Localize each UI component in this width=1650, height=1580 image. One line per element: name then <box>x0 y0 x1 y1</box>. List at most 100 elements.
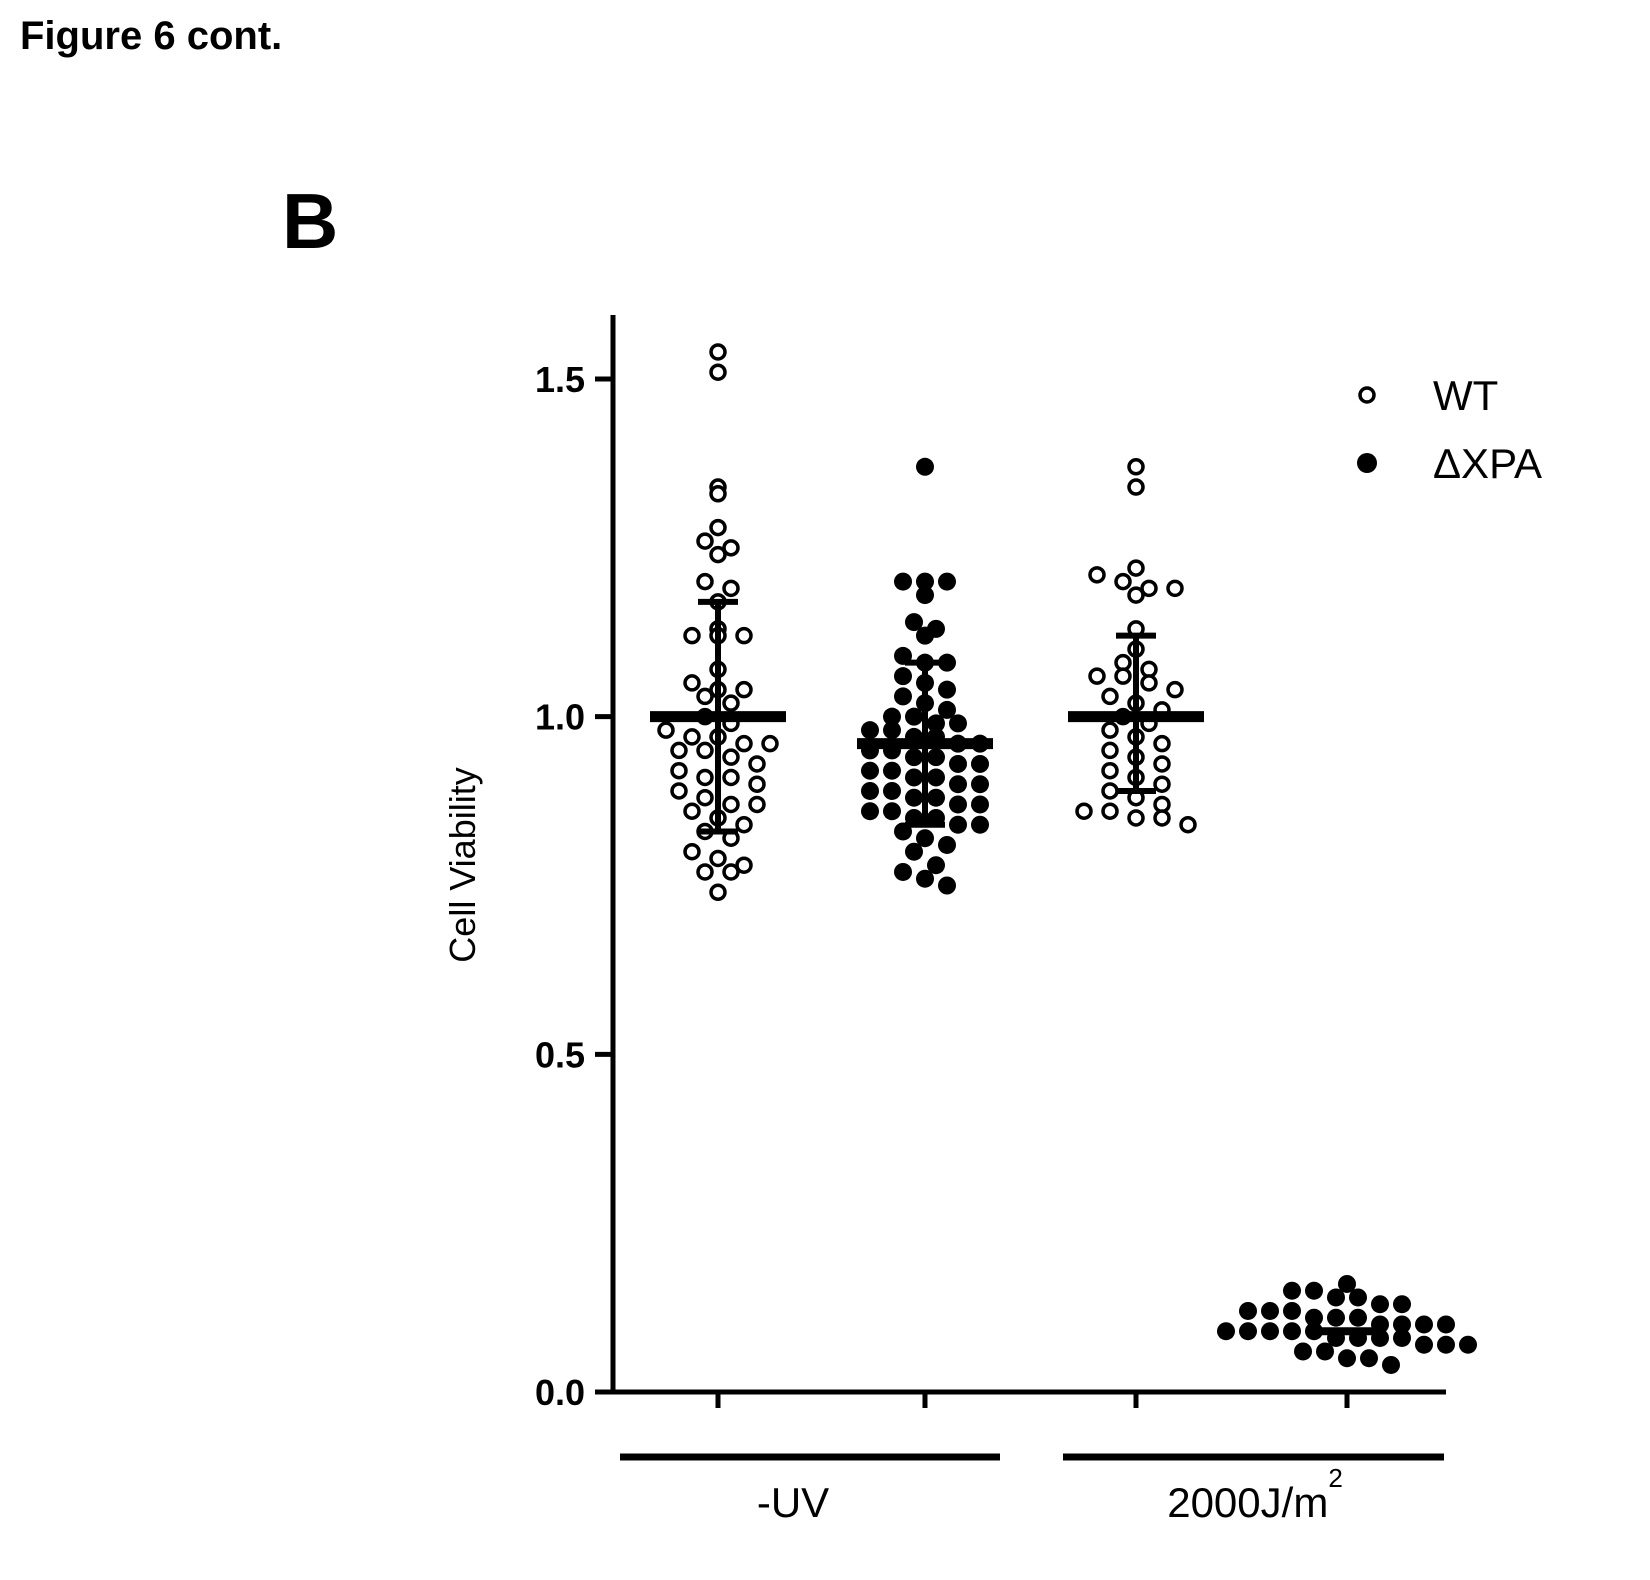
dxpa-point <box>905 789 923 807</box>
wt-point <box>1116 575 1130 589</box>
wt-point <box>685 676 699 690</box>
dxpa-point <box>938 573 956 591</box>
dxpa-point <box>1239 1322 1257 1340</box>
wt-point <box>1129 480 1143 494</box>
dxpa-point <box>1459 1336 1477 1354</box>
wt-point <box>724 750 738 764</box>
dxpa-point <box>938 836 956 854</box>
dxpa-point <box>861 762 879 780</box>
dxpa-point <box>927 748 945 766</box>
dxpa-point <box>971 755 989 773</box>
mean-sd-bars <box>650 602 1379 1331</box>
dxpa-point <box>949 714 967 732</box>
wt-point <box>711 521 725 535</box>
wt-point <box>1103 764 1117 778</box>
dxpa-point <box>1239 1302 1257 1320</box>
dxpa-point <box>1316 1342 1334 1360</box>
wt-point <box>1142 676 1156 690</box>
dxpa-point <box>1283 1282 1301 1300</box>
wt-point <box>685 629 699 643</box>
wt-point <box>1103 804 1117 818</box>
dxpa-point <box>1305 1282 1323 1300</box>
dxpa-point <box>1360 1349 1378 1367</box>
dxpa-point <box>1393 1295 1411 1313</box>
y-tick-label: 0.0 <box>535 1372 585 1413</box>
dxpa-point <box>927 789 945 807</box>
wt-point <box>711 365 725 379</box>
dxpa-point <box>1371 1295 1389 1313</box>
wt-point <box>1116 669 1130 683</box>
dxpa-point <box>1261 1302 1279 1320</box>
group-label: -UV <box>757 1479 829 1526</box>
dxpa-point <box>1217 1322 1235 1340</box>
wt-point <box>1181 818 1195 832</box>
dxpa-point <box>905 768 923 786</box>
dxpa-point <box>861 802 879 820</box>
legend-wt-marker <box>1360 388 1374 402</box>
dxpa-point <box>1437 1336 1455 1354</box>
dxpa-point <box>1327 1288 1345 1306</box>
wt-point <box>1155 757 1169 771</box>
wt-point <box>724 696 738 710</box>
wt-point <box>750 757 764 771</box>
dxpa-point <box>905 843 923 861</box>
y-axis-title: Cell Viability <box>442 767 483 962</box>
wt-point <box>1168 683 1182 697</box>
dxpa-point <box>905 748 923 766</box>
wt-point <box>763 737 777 751</box>
wt-point <box>737 737 751 751</box>
wt-point <box>737 818 751 832</box>
dxpa-point <box>861 721 879 739</box>
dxpa-point <box>916 586 934 604</box>
dxpa-point <box>938 877 956 895</box>
y-ticks: 0.00.51.01.5 <box>535 359 613 1413</box>
wt-point <box>1103 723 1117 737</box>
wt-point <box>685 804 699 818</box>
wt-point <box>1155 737 1169 751</box>
dxpa-point <box>1283 1322 1301 1340</box>
dxpa-point <box>894 667 912 685</box>
wt-point <box>724 581 738 595</box>
wt-point <box>711 851 725 865</box>
dxpa-point <box>971 816 989 834</box>
dxpa-point <box>949 816 967 834</box>
dxpa-point <box>894 687 912 705</box>
dxpa-point <box>949 755 967 773</box>
dxpa-point <box>927 768 945 786</box>
dxpa-point <box>894 863 912 881</box>
dxpa-point <box>861 782 879 800</box>
wt-point <box>711 885 725 899</box>
dxpa-point <box>916 870 934 888</box>
wt-point <box>659 723 673 737</box>
dxpa-point <box>916 627 934 645</box>
dxpa-point <box>905 708 923 726</box>
legend-label: WT <box>1433 372 1498 419</box>
data-points <box>659 345 1477 1374</box>
wt-point <box>737 683 751 697</box>
wt-point <box>672 784 686 798</box>
dxpa-point <box>883 721 901 739</box>
y-tick-label: 1.0 <box>535 697 585 738</box>
dxpa-point <box>1338 1349 1356 1367</box>
dxpa-point <box>894 573 912 591</box>
dxpa-point <box>1393 1329 1411 1347</box>
wt-point <box>1155 777 1169 791</box>
wt-point <box>724 865 738 879</box>
wt-point <box>711 548 725 562</box>
group-labels: -UV2000J/m2 <box>620 1457 1444 1526</box>
wt-point <box>1129 561 1143 575</box>
wt-point <box>698 743 712 757</box>
dxpa-point <box>1415 1336 1433 1354</box>
dxpa-point <box>916 458 934 476</box>
legend-dxpa-marker <box>1357 453 1377 473</box>
wt-point <box>750 777 764 791</box>
wt-point <box>1090 669 1104 683</box>
dxpa-point <box>1415 1315 1433 1333</box>
dxpa-point <box>971 795 989 813</box>
wt-point <box>711 487 725 501</box>
wt-point <box>1129 811 1143 825</box>
wt-point <box>672 764 686 778</box>
dxpa-point <box>1294 1342 1312 1360</box>
dxpa-point <box>938 681 956 699</box>
